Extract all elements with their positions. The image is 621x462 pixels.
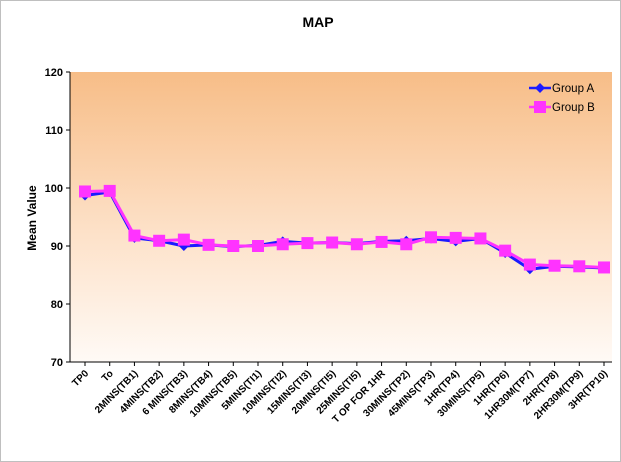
legend-item-group-b: Group B [529, 101, 595, 114]
data-point-group-b [276, 238, 289, 251]
y-tick-label: 110 [45, 125, 63, 137]
series-layer [79, 184, 610, 275]
data-point-group-b [474, 232, 487, 245]
data-point-group-b [350, 238, 363, 251]
y-axis-ticks: 70 80 90 100 110 120 [45, 67, 70, 369]
legend: Group A Group B [529, 83, 595, 114]
data-point-group-b [227, 240, 240, 252]
data-point-group-b [375, 235, 388, 248]
data-point-group-b [598, 261, 610, 274]
y-tick-label: 80 [51, 299, 63, 311]
data-point-group-b [400, 238, 413, 251]
data-point-group-b [79, 185, 91, 198]
legend-item-group-a: Group A [529, 83, 595, 95]
y-tick-label: 70 [51, 357, 63, 369]
legend-square-marker [534, 101, 546, 113]
data-point-group-b [449, 231, 462, 244]
axes [69, 72, 612, 363]
data-point-group-b [326, 236, 339, 249]
data-point-group-b [202, 238, 215, 251]
data-point-group-b [301, 237, 314, 250]
data-point-group-b [425, 231, 437, 244]
x-tick-label: TP0 [70, 368, 91, 389]
series-group-b [79, 184, 610, 274]
series-line-group-b [84, 189, 605, 269]
data-point-group-b [128, 229, 141, 242]
data-point-group-b [153, 234, 166, 247]
legend-diamond-marker [535, 83, 545, 93]
data-point-group-b [177, 233, 190, 246]
plot-area [70, 72, 612, 362]
y-tick-label: 90 [51, 241, 63, 253]
legend-label: Group B [552, 102, 595, 114]
data-point-group-b [252, 240, 264, 252]
data-point-group-b [548, 259, 561, 272]
data-point-group-b [573, 260, 586, 273]
chart-title: MAP [302, 14, 333, 30]
y-tick-label: 100 [45, 183, 63, 195]
y-axis-label: Mean Value [25, 185, 39, 251]
y-tick-label: 120 [45, 67, 63, 79]
data-point-group-b [103, 184, 116, 197]
legend-label: Group A [552, 83, 595, 95]
data-point-group-b [499, 244, 512, 257]
x-tick-label: To [100, 368, 116, 384]
data-point-group-b [523, 258, 536, 271]
